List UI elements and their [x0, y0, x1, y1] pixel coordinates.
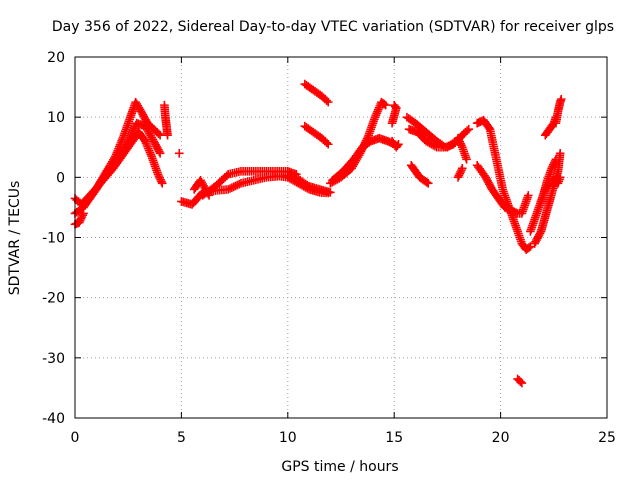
data-point-marker — [155, 130, 165, 140]
data-point-marker — [323, 97, 333, 107]
data-point-marker — [326, 188, 335, 197]
data-points — [70, 79, 566, 388]
data-point-marker — [394, 139, 403, 149]
x-tick-label: 5 — [177, 430, 186, 446]
data-point-marker — [516, 377, 525, 386]
data-point-marker — [393, 141, 402, 151]
data-point-marker — [457, 164, 467, 173]
y-tick-label: -40 — [42, 411, 65, 427]
y-tick-label: -10 — [42, 231, 65, 247]
data-point-marker — [551, 112, 561, 122]
y-tick-label: 20 — [47, 50, 65, 66]
data-point-marker — [555, 173, 565, 182]
data-point-marker — [204, 191, 214, 200]
data-point-marker — [155, 148, 165, 158]
x-tick-label: 10 — [279, 430, 297, 446]
data-point-marker — [556, 94, 566, 104]
data-point-marker — [163, 130, 172, 140]
x-tick-label: 25 — [598, 430, 616, 446]
data-point-marker — [379, 99, 389, 109]
chart-title: Day 356 of 2022, Sidereal Day-to-day VTE… — [52, 19, 614, 35]
data-point-marker — [523, 191, 533, 200]
x-tick-label: 15 — [385, 430, 403, 446]
data-point-marker — [484, 123, 494, 132]
data-point-marker — [423, 179, 433, 188]
data-point-marker — [464, 124, 473, 134]
data-point-marker — [551, 154, 561, 164]
data-point-marker — [381, 100, 390, 110]
x-tick-label: 20 — [492, 430, 510, 446]
y-tick-labels: 20 10 0 -10 -20 -30 -40 — [42, 50, 65, 427]
data-point-marker — [555, 148, 565, 158]
x-tick-labels: 0 5 10 15 20 25 — [71, 430, 616, 446]
y-tick-label: 0 — [56, 170, 65, 186]
data-point-marker — [174, 148, 184, 158]
y-tick-label: -20 — [42, 291, 65, 307]
data-point-marker — [462, 154, 471, 164]
data-point-marker — [517, 378, 527, 388]
data-point-marker — [157, 179, 167, 188]
data-point-marker — [524, 243, 534, 252]
data-point-marker — [387, 118, 397, 128]
x-tick-label: 0 — [71, 430, 80, 446]
data-point-marker — [323, 139, 333, 149]
y-axis-label: SDTVAR / TECUs — [7, 181, 23, 296]
x-axis-label: GPS time / hours — [281, 459, 398, 475]
axis-ticks — [74, 56, 608, 419]
y-tick-label: 10 — [47, 110, 65, 126]
y-tick-label: -30 — [42, 351, 65, 367]
data-point-marker — [422, 178, 432, 187]
data-point-marker — [79, 209, 88, 218]
